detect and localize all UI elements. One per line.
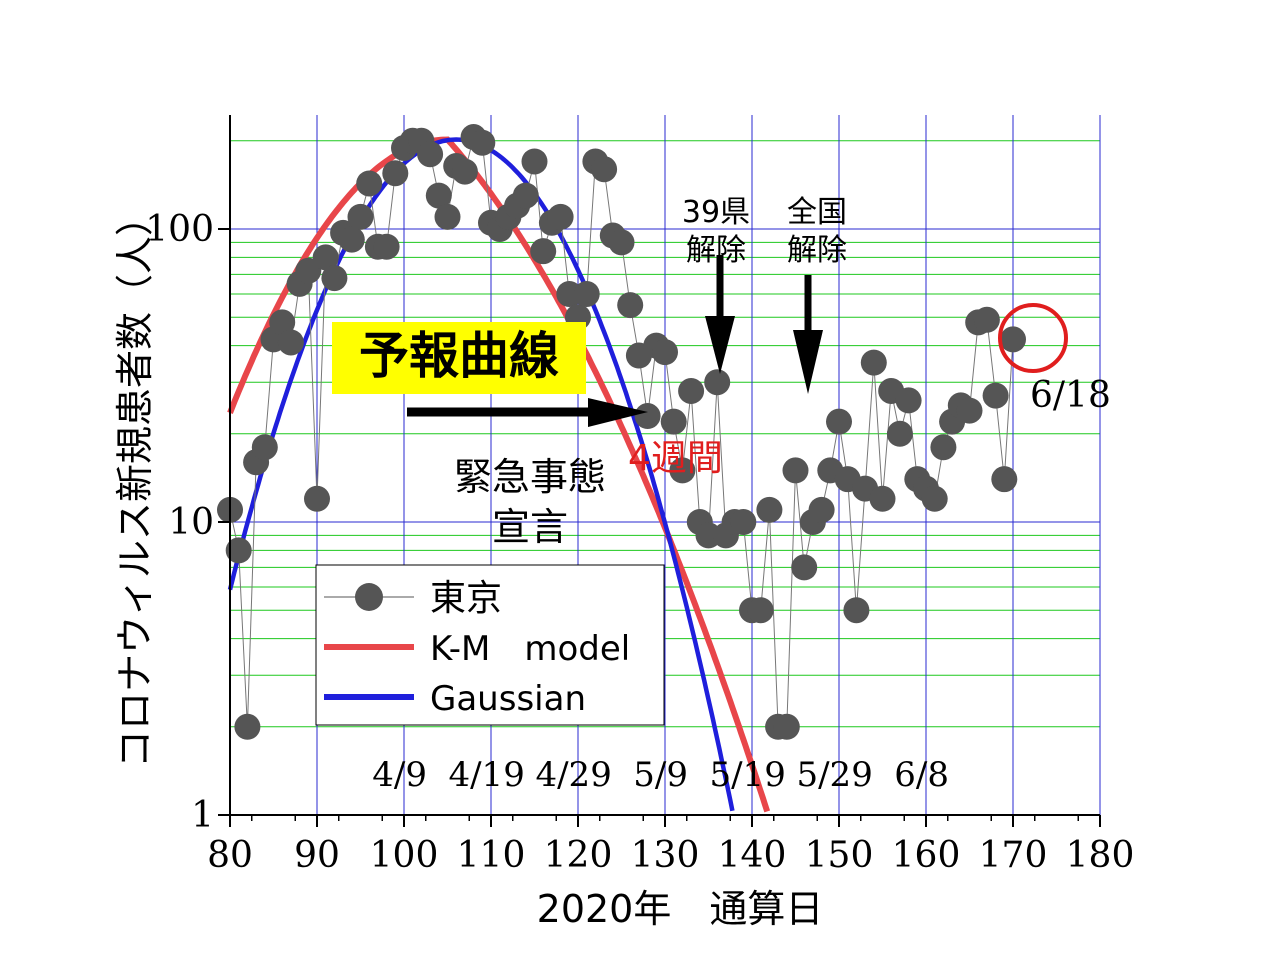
tokyo-point (608, 229, 635, 256)
legend-label-gauss: Gaussian (430, 679, 586, 719)
x-tick-label: 150 (805, 835, 874, 876)
x-tick-label: 120 (544, 835, 613, 876)
tokyo-point (826, 408, 852, 435)
tokyo-point (269, 309, 296, 336)
tokyo-point (886, 420, 913, 447)
tokyo-point (843, 597, 870, 624)
tokyo-point (573, 281, 600, 308)
data-points (217, 124, 1026, 740)
tokyo-point (678, 377, 705, 404)
tokyo-point (956, 397, 983, 424)
tokyo-point (425, 182, 452, 209)
tokyo-point (660, 408, 687, 435)
date-labels: 4/9 4/19 4/29 5/9 5/19 5/29 6/8 (372, 755, 949, 795)
x-axis-title: 2020年 通算日 (537, 887, 824, 931)
tokyo-point (617, 292, 644, 319)
tokyo-point (704, 369, 731, 396)
tokyo-point (312, 244, 339, 271)
tokyo-point (417, 141, 444, 168)
x-tick-label: 160 (892, 835, 961, 876)
highlight-circle (998, 303, 1068, 373)
tokyo-point (356, 170, 383, 197)
y-tick-label: 1 (191, 795, 214, 836)
y-axis-title: コロナウィルス新規患者数（人） (113, 198, 157, 768)
legend-label-km: K-M model (430, 629, 630, 669)
tokyo-point (321, 265, 348, 292)
lift39-arrow-head (705, 316, 735, 374)
date-label: 4/29 (535, 755, 611, 795)
four-weeks-label: 4週間 (628, 438, 723, 479)
x-tick-label: 180 (1066, 835, 1135, 876)
tokyo-point (669, 457, 696, 484)
date-label: 4/9 (372, 755, 427, 795)
tokyo-point (469, 129, 496, 156)
tokyo-point (234, 713, 261, 740)
x-tick-label: 130 (631, 835, 700, 876)
date-label: 6/8 (894, 755, 949, 795)
tokyo-point (382, 160, 409, 187)
date-label: 4/19 (448, 755, 524, 795)
tokyo-point (591, 156, 618, 183)
tokyo-point (251, 434, 278, 461)
tokyo-point (869, 485, 896, 512)
tokyo-point (860, 349, 887, 376)
tokyo-point (512, 182, 539, 209)
tokyo-point (808, 496, 835, 523)
shift-arrow-head (588, 398, 648, 427)
tokyo-point (338, 226, 365, 253)
last-date-label: 6/18 (1030, 375, 1111, 416)
date-label: 5/9 (633, 755, 688, 795)
km-model-curve (227, 136, 771, 813)
date-label: 5/29 (796, 755, 872, 795)
emergency-label-line1: 緊急事態 (454, 455, 606, 499)
tokyo-point (782, 457, 809, 484)
legend: 東京 K-M model Gaussian (315, 564, 665, 726)
x-tick-label: 80 (207, 835, 253, 876)
tokyo-point (304, 485, 330, 512)
tokyo-point (773, 713, 800, 740)
lift39-label-line1: 39県 (682, 195, 750, 230)
tokyo-point (791, 554, 818, 581)
tokyo-point (347, 203, 374, 230)
legend-label-tokyo: 東京 (430, 578, 502, 619)
tokyo-point (652, 339, 678, 366)
y-tick-label: 100 (145, 209, 214, 250)
x-tick-label: 100 (370, 835, 439, 876)
x-tick-label: 110 (457, 835, 526, 876)
tokyo-point (530, 238, 557, 265)
date-label: 5/19 (709, 755, 785, 795)
emergency-label-line2: 宣言 (492, 505, 568, 549)
tokyo-point (521, 148, 548, 175)
forecast-label-box (332, 322, 586, 394)
tokyo-point (973, 306, 1000, 333)
tokyo-point (991, 466, 1018, 493)
tokyo-point (747, 597, 774, 624)
tokyo-point (225, 537, 252, 564)
tokyo-point (373, 233, 400, 260)
tokyo-point (547, 203, 574, 230)
x-tick-label: 140 (718, 835, 787, 876)
x-tick-label: 90 (294, 835, 340, 876)
tokyo-point (434, 203, 461, 230)
tokyo-point (730, 509, 757, 535)
tokyo-point (277, 329, 304, 356)
lift39-label-line2: 解除 (686, 233, 746, 268)
tokyo-point (930, 434, 957, 461)
forecast-label: 予報曲線 (359, 327, 559, 385)
x-tick-label: 170 (979, 835, 1048, 876)
tokyo-point (634, 403, 661, 430)
tokyo-point (921, 485, 948, 512)
legend-marker-tokyo (355, 583, 383, 611)
liftall-label-line1: 全国 (787, 195, 847, 230)
tokyo-point (982, 382, 1009, 409)
liftall-arrow-head (793, 330, 823, 394)
tokyo-point (451, 158, 478, 185)
y-tick-label: 10 (168, 502, 214, 543)
tokyo-point (756, 496, 783, 523)
liftall-label-line2: 解除 (787, 233, 847, 268)
tokyo-point (895, 387, 922, 414)
tokyo-point (1000, 326, 1026, 353)
